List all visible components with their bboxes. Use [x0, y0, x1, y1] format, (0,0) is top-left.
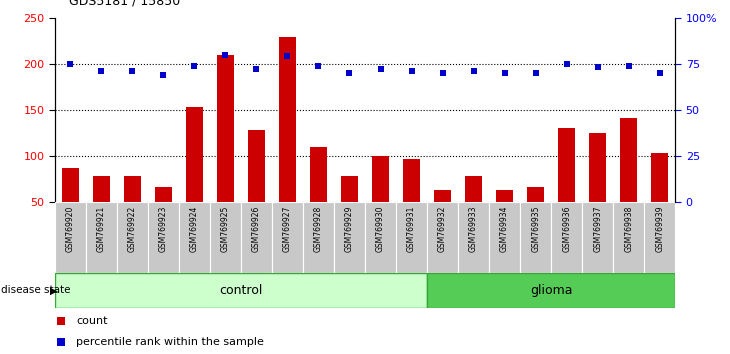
Text: percentile rank within the sample: percentile rank within the sample — [77, 337, 264, 348]
Bar — [427, 273, 675, 308]
Text: count: count — [77, 316, 108, 326]
Bar — [241, 202, 272, 273]
Text: GSM769925: GSM769925 — [221, 205, 230, 252]
Bar — [558, 128, 575, 248]
Point — [282, 53, 293, 59]
Point — [344, 70, 356, 76]
Bar — [93, 176, 110, 248]
Text: GSM769934: GSM769934 — [500, 205, 509, 252]
Text: GSM769922: GSM769922 — [128, 205, 137, 252]
Bar — [55, 273, 427, 308]
Point — [55, 318, 67, 324]
Bar — [396, 202, 427, 273]
Text: GSM769935: GSM769935 — [531, 205, 540, 252]
Bar — [117, 202, 147, 273]
Point — [406, 68, 418, 74]
Bar — [427, 202, 458, 273]
Bar — [334, 202, 365, 273]
Text: GSM769926: GSM769926 — [252, 205, 261, 252]
Text: GSM769932: GSM769932 — [438, 205, 447, 252]
Bar — [589, 133, 606, 248]
Text: GSM769938: GSM769938 — [624, 205, 633, 252]
Bar — [341, 176, 358, 248]
Point — [499, 70, 510, 76]
Point — [374, 67, 386, 72]
Bar — [583, 202, 613, 273]
Bar — [458, 202, 489, 273]
Text: GSM769920: GSM769920 — [66, 205, 74, 252]
Bar — [403, 159, 420, 248]
Point — [126, 68, 138, 74]
Bar — [303, 202, 334, 273]
Text: GDS5181 / 15850: GDS5181 / 15850 — [69, 0, 180, 7]
Point — [530, 70, 542, 76]
Text: control: control — [219, 284, 263, 297]
Bar — [272, 202, 303, 273]
Point — [96, 68, 107, 74]
Point — [654, 70, 666, 76]
Bar — [210, 202, 241, 273]
Bar — [372, 156, 389, 248]
Point — [592, 64, 604, 70]
Point — [437, 70, 448, 76]
Point — [188, 63, 200, 68]
Text: GSM769923: GSM769923 — [159, 205, 168, 252]
Bar — [55, 202, 86, 273]
Text: GSM769931: GSM769931 — [407, 205, 416, 252]
Point — [561, 61, 572, 67]
Text: GSM769936: GSM769936 — [562, 205, 571, 252]
Text: GSM769928: GSM769928 — [314, 205, 323, 252]
Point — [312, 63, 324, 68]
Point — [623, 63, 634, 68]
Bar — [520, 202, 551, 273]
Text: GSM769937: GSM769937 — [593, 205, 602, 252]
Bar — [310, 147, 327, 248]
Bar — [147, 202, 179, 273]
Bar — [179, 202, 210, 273]
Point — [64, 61, 76, 67]
Point — [158, 72, 169, 78]
Point — [220, 52, 231, 57]
Text: disease state: disease state — [1, 285, 70, 295]
Bar — [527, 187, 544, 248]
Text: GSM769921: GSM769921 — [97, 205, 106, 252]
Bar — [551, 202, 583, 273]
Bar — [620, 118, 637, 248]
Bar — [86, 202, 117, 273]
Point — [468, 68, 480, 74]
Text: GSM769927: GSM769927 — [283, 205, 292, 252]
Bar — [155, 187, 172, 248]
Bar — [186, 107, 203, 248]
Bar — [248, 130, 265, 248]
Bar — [124, 176, 141, 248]
Text: GSM769924: GSM769924 — [190, 205, 199, 252]
Bar — [62, 168, 79, 248]
Bar — [645, 202, 675, 273]
Text: ▶: ▶ — [50, 285, 57, 295]
Bar — [279, 37, 296, 248]
Text: GSM769939: GSM769939 — [656, 205, 664, 252]
Text: GSM769933: GSM769933 — [469, 205, 478, 252]
Text: GSM769930: GSM769930 — [376, 205, 385, 252]
Bar — [489, 202, 520, 273]
Bar — [496, 190, 513, 248]
Point — [55, 340, 67, 346]
Bar — [365, 202, 396, 273]
Bar — [465, 176, 482, 248]
Bar — [434, 190, 451, 248]
Point — [250, 67, 262, 72]
Bar — [613, 202, 645, 273]
Bar — [217, 55, 234, 248]
Text: GSM769929: GSM769929 — [345, 205, 354, 252]
Text: glioma: glioma — [530, 284, 572, 297]
Bar — [651, 153, 668, 248]
